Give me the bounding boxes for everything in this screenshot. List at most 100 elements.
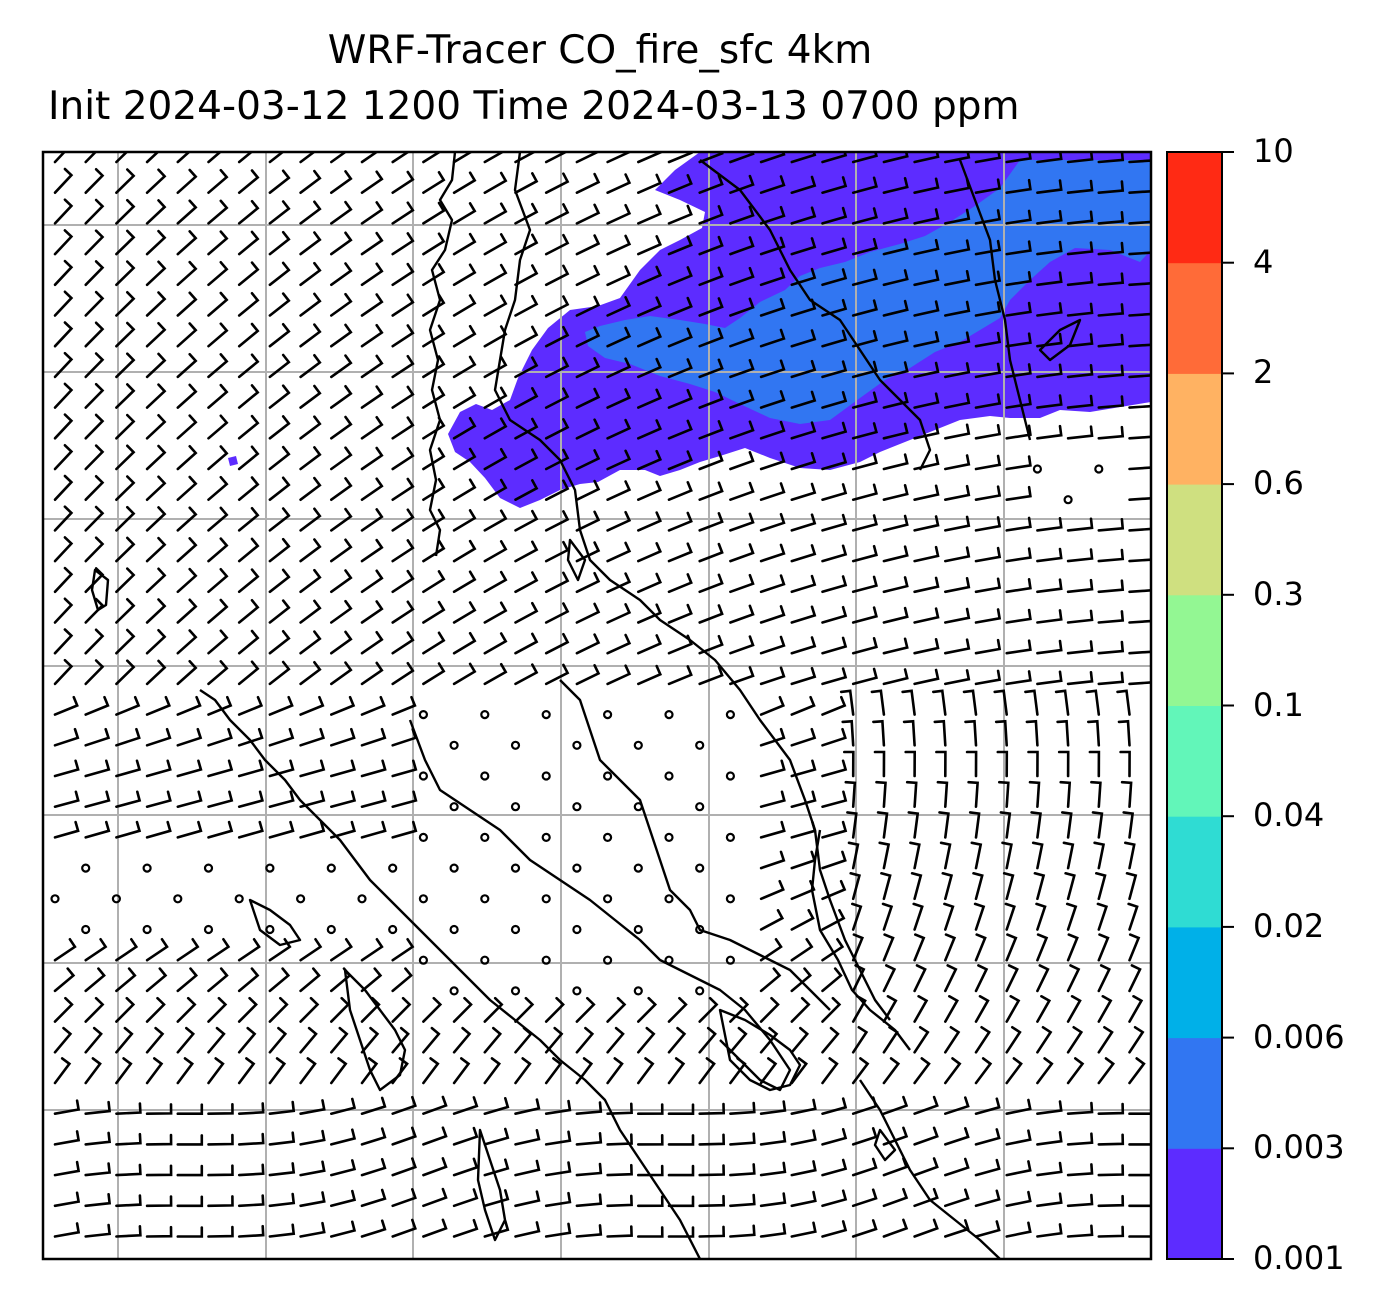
wind-barb — [299, 446, 322, 471]
wind-barb — [483, 509, 508, 532]
wind-barb — [790, 636, 817, 655]
wind-barb — [851, 207, 878, 225]
wind-barb — [452, 294, 477, 317]
wind-barb — [53, 351, 74, 379]
wind-barb — [759, 909, 785, 931]
wind-barb — [974, 608, 1002, 624]
wind-barb — [575, 1101, 603, 1115]
wind-barb — [790, 938, 814, 962]
wind-barb — [882, 606, 909, 624]
wind-barb — [944, 239, 971, 256]
wind-barb — [637, 1164, 664, 1177]
wind-barb — [452, 1218, 479, 1238]
wind-barb — [606, 1194, 633, 1208]
wind-barb — [207, 537, 229, 563]
wind-barb — [544, 571, 570, 594]
wind-barb — [360, 201, 384, 225]
wind-barb — [452, 447, 477, 471]
wind-barb — [974, 454, 1002, 471]
wind-barb — [145, 628, 167, 655]
wind-barb — [391, 1095, 417, 1115]
wind-barb — [913, 1026, 930, 1054]
wind-barb — [1128, 650, 1151, 655]
wind-barb — [391, 1126, 417, 1146]
wind-barb — [759, 996, 780, 1023]
wind-barb — [1036, 639, 1063, 655]
wind-barb — [882, 1187, 909, 1208]
wind-barb — [901, 689, 916, 716]
wind-barb — [452, 662, 477, 686]
wind-barb — [84, 382, 105, 409]
wind-barb — [759, 152, 786, 164]
calm-wind-marker — [695, 863, 705, 873]
wind-barb — [360, 508, 384, 532]
wind-barb — [84, 695, 110, 716]
wind-barb — [1097, 1026, 1114, 1054]
wind-barb — [237, 996, 258, 1023]
wind-barb — [452, 996, 473, 1023]
wind-barb — [944, 362, 971, 379]
wind-barb — [1066, 152, 1094, 164]
wind-barb — [237, 629, 260, 655]
wind-barb — [1066, 210, 1094, 225]
wind-barb — [207, 938, 231, 962]
wind-barb — [268, 967, 291, 993]
wind-barb — [207, 353, 229, 379]
wind-barb — [878, 841, 891, 870]
wind-barb — [882, 545, 909, 563]
wind-barb — [790, 544, 817, 563]
wind-barb — [913, 269, 940, 287]
wind-barb — [330, 477, 353, 501]
wind-barb — [913, 933, 926, 962]
wind-barb — [1036, 670, 1063, 686]
wind-barb — [145, 1133, 173, 1146]
wind-barb — [207, 1225, 234, 1238]
wind-barb — [514, 1129, 541, 1146]
wind-barb — [514, 417, 539, 440]
wind-barb — [452, 1126, 479, 1146]
wind-barb — [176, 506, 198, 532]
wind-barb — [1097, 1194, 1125, 1208]
wind-barb — [360, 323, 384, 348]
wind-barb — [637, 265, 663, 287]
wind-barb — [913, 1157, 939, 1177]
wind-barb — [882, 1157, 909, 1177]
wind-barb — [483, 1057, 502, 1085]
wind-barb — [729, 512, 755, 532]
wind-barb — [176, 820, 203, 839]
calm-wind-marker — [510, 740, 521, 750]
wind-barb — [452, 202, 477, 225]
wind-barb — [1035, 902, 1047, 931]
wind-barb — [1128, 466, 1151, 471]
wind-barb — [145, 383, 167, 409]
wind-barb — [115, 260, 136, 287]
calm-wind-marker — [510, 986, 521, 996]
wind-barb — [759, 1026, 779, 1054]
wind-barb — [967, 780, 979, 808]
map-title-line1: WRF-Tracer CO_fire_sfc 4km — [327, 28, 873, 73]
wind-barb — [698, 634, 724, 655]
wind-barb — [759, 359, 786, 379]
wind-barb — [667, 634, 693, 655]
calm-wind-marker — [296, 894, 306, 904]
wind-barb — [575, 996, 596, 1023]
wind-barb — [790, 329, 817, 348]
wind-barb — [606, 152, 632, 164]
wind-barb — [974, 393, 1002, 409]
wind-barb — [974, 933, 987, 962]
wind-barb — [821, 575, 848, 594]
wind-barb — [483, 478, 508, 501]
wind-barb — [53, 321, 74, 348]
colorbar-segment — [1167, 1148, 1222, 1260]
wind-barb — [637, 235, 663, 256]
wind-barb — [115, 790, 142, 808]
wind-barb — [944, 1219, 970, 1238]
wind-barb — [698, 1225, 726, 1238]
wind-barb — [606, 1163, 633, 1177]
wind-barb — [974, 1158, 1001, 1177]
wind-barb — [330, 262, 353, 287]
wind-barb — [882, 330, 909, 348]
calm-wind-marker — [633, 740, 643, 750]
wind-barb — [974, 995, 990, 1023]
wind-barb — [637, 511, 663, 532]
